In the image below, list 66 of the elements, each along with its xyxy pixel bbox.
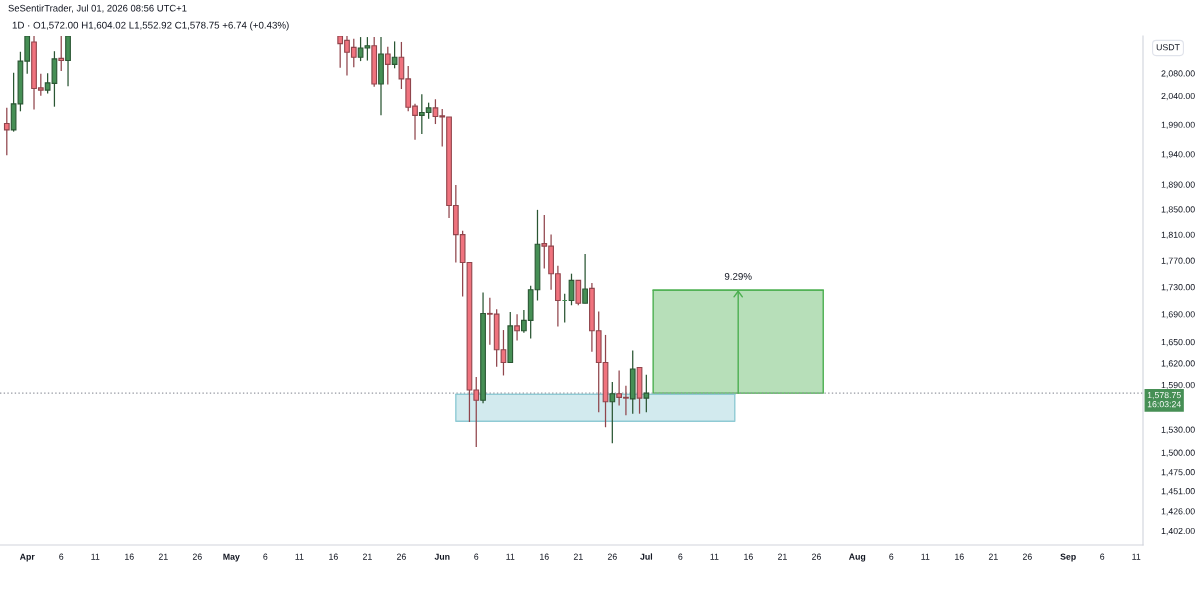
y-tick-label: 1,850.00 (1161, 206, 1195, 214)
x-tick-label: 6 (889, 553, 894, 560)
y-tick-label: 1,500.00 (1161, 449, 1195, 457)
candlestick (384, 46, 391, 86)
annotation: 9.29% (724, 272, 752, 280)
x-tick-label: 16 (125, 553, 134, 560)
x-tick-label: Jun (434, 553, 450, 560)
candlestick (58, 36, 65, 72)
x-tick-label: 6 (59, 553, 64, 560)
y-tick-label: 1,890.00 (1161, 181, 1195, 189)
x-tick-label: 11 (921, 553, 930, 560)
x-tick-label: 16 (329, 553, 338, 560)
text: SeSentirTrader, Jul 01, 2026 08:56 UTC+1 (8, 4, 187, 13)
y-axis-title: USDT (1156, 44, 1180, 51)
x-tick-label: 6 (263, 553, 268, 560)
x-tick-label: 21 (158, 553, 168, 560)
y-tick-label: 1,451.00 (1161, 488, 1195, 496)
x-tick-label: Jul (640, 553, 653, 560)
y-tick-label: 1,590.00 (1161, 381, 1195, 390)
candlestick (3, 107, 10, 156)
x-tick-label: 21 (988, 553, 998, 560)
candlestick (609, 381, 616, 444)
y-tick-label: 1,650.00 (1161, 338, 1195, 347)
y-tick-label: 1,530.00 (1161, 426, 1195, 434)
y-tick-label: 1,426.00 (1161, 508, 1195, 516)
x-tick-label: 16 (744, 553, 753, 560)
y-tick-label: 1,620.00 (1161, 360, 1195, 368)
x-tick-label: 21 (362, 553, 372, 560)
y-tick-label: 1,402.00 (1161, 527, 1195, 536)
x-tick-label: 16 (540, 553, 549, 560)
x-tick-label: 11 (1132, 553, 1141, 560)
x-tick-label: 21 (573, 553, 583, 560)
x-tick-label: 26 (607, 553, 617, 560)
x-tick-label: 11 (710, 553, 719, 560)
y-tick-label: 1,810.00 (1161, 231, 1195, 239)
x-tick-label: May (223, 553, 240, 562)
candlestick (391, 40, 398, 69)
candlestick (643, 374, 650, 413)
ref-line-label: 1,578.75 16:03:24 (1147, 391, 1181, 408)
candlestick (575, 279, 582, 306)
x-tick-label: Apr (19, 553, 35, 562)
x-tick-label: 6 (678, 553, 683, 560)
y-tick-label: 1,940.00 (1161, 151, 1195, 159)
y-tick-label: 2,040.00 (1161, 92, 1195, 101)
x-tick-label: 26 (192, 553, 202, 560)
x-tick-label: Sep (1060, 553, 1076, 562)
x-tick-label: 6 (474, 553, 479, 560)
x-tick-label: 6 (1100, 553, 1105, 560)
y-tick-label: 1,475.00 (1161, 469, 1195, 477)
candlestick (582, 253, 588, 304)
chart-title: 1D · O1,572.00 H1,604.02 L1,552.92 C1,578.75 +6.74 (+0.43%) (12, 21, 289, 31)
y-tick-label: 1,770.00 (1161, 257, 1195, 265)
y-tick-label: 1,990.00 (1161, 121, 1195, 129)
x-tick-label: 16 (955, 553, 964, 560)
x-tick-label: 26 (812, 553, 821, 560)
candlestick (514, 313, 520, 342)
x-tick-label: 26 (1022, 553, 1032, 560)
x-tick-label: 21 (777, 553, 787, 560)
y-tick-label: 2,080.00 (1161, 70, 1195, 78)
y-tick-label: 1,690.00 (1161, 311, 1195, 319)
x-tick-label: 11 (506, 553, 515, 560)
x-tick-label: 26 (396, 553, 406, 560)
x-tick-label: 11 (91, 553, 100, 560)
y-tick-label: 1,730.00 (1161, 284, 1195, 292)
x-tick-label: Aug (848, 553, 866, 562)
x-tick-label: 11 (295, 553, 304, 560)
